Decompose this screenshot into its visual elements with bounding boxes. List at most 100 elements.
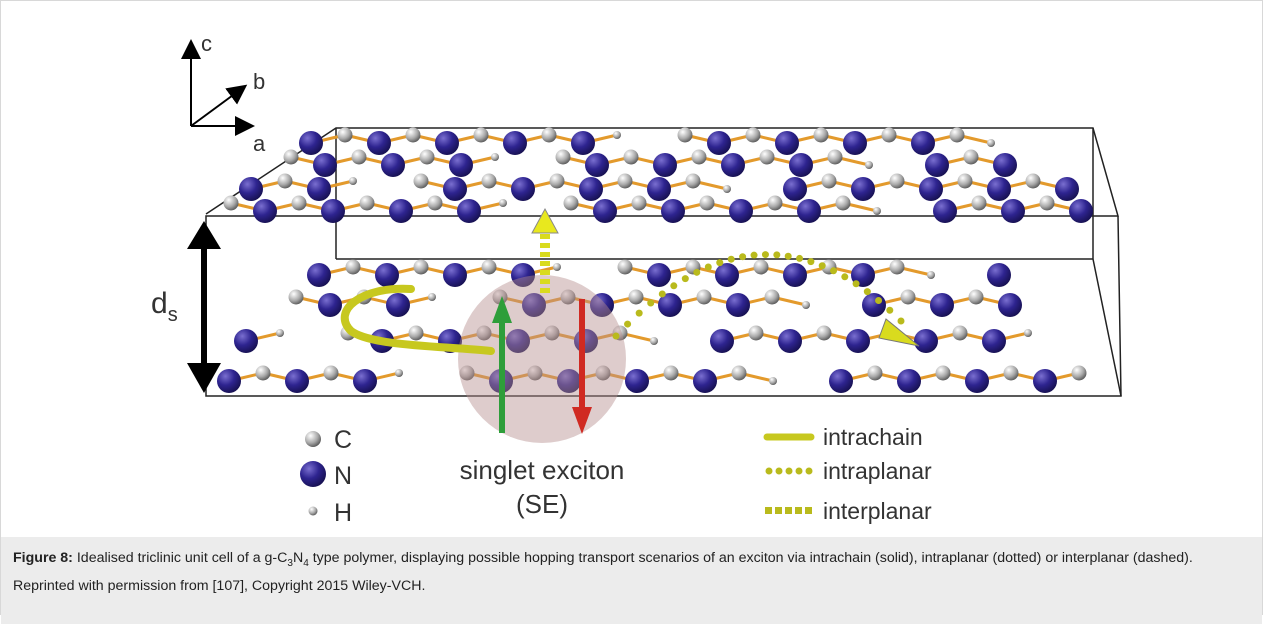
carbon-atom bbox=[255, 365, 271, 381]
legend-carbon bbox=[305, 431, 321, 447]
intraplanar-dot bbox=[796, 254, 804, 262]
carbon-atom bbox=[628, 289, 644, 305]
carbon-atom bbox=[889, 259, 905, 275]
carbon-atom bbox=[405, 127, 421, 143]
nitrogen-atom bbox=[925, 153, 949, 177]
intraplanar-dot bbox=[818, 262, 826, 270]
nitrogen-atom bbox=[285, 369, 309, 393]
nitrogen-atom bbox=[778, 329, 802, 353]
nitrogen-atom bbox=[710, 329, 734, 353]
nitrogen-atom bbox=[933, 199, 957, 223]
carbon-atom bbox=[413, 259, 429, 275]
legend-hydrogen bbox=[308, 506, 318, 516]
nitrogen-atom bbox=[987, 177, 1011, 201]
nitrogen-atom bbox=[851, 177, 875, 201]
nitrogen-atom bbox=[386, 293, 410, 317]
carbon-atom bbox=[753, 259, 769, 275]
carbon-atom bbox=[617, 173, 633, 189]
nitrogen-atom bbox=[1033, 369, 1057, 393]
nitrogen-atom bbox=[217, 369, 241, 393]
hydrogen-atom bbox=[873, 207, 881, 215]
legend-nitrogen bbox=[300, 461, 326, 487]
legend-label: H bbox=[334, 499, 352, 527]
nitrogen-atom bbox=[1001, 199, 1025, 223]
nitrogen-atom bbox=[625, 369, 649, 393]
nitrogen-atom bbox=[993, 153, 1017, 177]
carbon-atom bbox=[748, 325, 764, 341]
nitrogen-atom bbox=[721, 153, 745, 177]
nitrogen-atom bbox=[375, 263, 399, 287]
carbon-atom bbox=[1071, 365, 1087, 381]
intraplanar-dot bbox=[635, 309, 643, 317]
carbon-atom bbox=[759, 149, 775, 165]
carbon-atom bbox=[595, 365, 611, 381]
legend-label: interplanar bbox=[823, 498, 932, 524]
intraplanar-head bbox=[878, 318, 920, 347]
intraplanar-dot bbox=[647, 299, 655, 307]
nitrogen-atom bbox=[1055, 177, 1079, 201]
interplanar-dash bbox=[540, 261, 550, 266]
nitrogen-atom bbox=[653, 153, 677, 177]
intraplanar-dot bbox=[727, 255, 735, 263]
carbon-atom bbox=[968, 289, 984, 305]
nitrogen-atom bbox=[914, 329, 938, 353]
hydrogen-atom bbox=[865, 161, 873, 169]
carbon-atom bbox=[544, 325, 560, 341]
carbon-atom bbox=[473, 127, 489, 143]
exciton-label: (SE) bbox=[516, 489, 568, 519]
caption-text: type polymer, displaying possible hoppin… bbox=[13, 550, 1193, 594]
carbon-atom bbox=[459, 365, 475, 381]
interplanar-dash bbox=[540, 270, 550, 275]
nitrogen-atom bbox=[307, 263, 331, 287]
hydrogen-atom bbox=[395, 369, 403, 377]
nitrogen-atom bbox=[829, 369, 853, 393]
carbon-atom bbox=[1039, 195, 1055, 211]
carbon-atom bbox=[527, 365, 543, 381]
nitrogen-atom bbox=[658, 293, 682, 317]
interplanar-dash bbox=[540, 234, 550, 239]
axis-label: b bbox=[253, 69, 265, 94]
nitrogen-atom bbox=[843, 131, 867, 155]
exciton-cloud bbox=[458, 275, 626, 443]
nitrogen-atom bbox=[846, 329, 870, 353]
legend-dashed bbox=[765, 507, 812, 514]
carbon-atom bbox=[835, 195, 851, 211]
spin-down-head bbox=[572, 407, 592, 434]
hydrogen-atom bbox=[613, 131, 621, 139]
nitrogen-atom bbox=[783, 263, 807, 287]
hydrogen-atom bbox=[553, 263, 561, 271]
nitrogen-atom bbox=[965, 369, 989, 393]
intraplanar-dot bbox=[670, 282, 678, 290]
carbon-atom bbox=[900, 289, 916, 305]
carbon-atom bbox=[476, 325, 492, 341]
carbon-atom bbox=[408, 325, 424, 341]
caption-label: Figure 8: bbox=[13, 550, 73, 566]
carbon-atom bbox=[351, 149, 367, 165]
nitrogen-atom bbox=[862, 293, 886, 317]
interplanar-dash bbox=[540, 252, 550, 257]
nitrogen-atom bbox=[506, 329, 530, 353]
nitrogen-atom bbox=[443, 263, 467, 287]
spacing-subscript: s bbox=[168, 304, 178, 326]
carbon-atom bbox=[623, 149, 639, 165]
intraplanar-dot bbox=[863, 288, 871, 296]
nitrogen-atom bbox=[239, 177, 263, 201]
carbon-atom bbox=[283, 149, 299, 165]
carbon-atom bbox=[427, 195, 443, 211]
nitrogen-atom bbox=[987, 263, 1011, 287]
nitrogen-atom bbox=[503, 131, 527, 155]
nitrogen-atom bbox=[982, 329, 1006, 353]
carbon-atom bbox=[745, 127, 761, 143]
nitrogen-atom bbox=[693, 369, 717, 393]
intraplanar-dot bbox=[704, 263, 712, 271]
intrachain-path bbox=[340, 284, 495, 355]
caption: Figure 8: Idealised triclinic unit cell … bbox=[1, 537, 1262, 624]
nitrogen-atom bbox=[457, 199, 481, 223]
carbon-atom bbox=[827, 149, 843, 165]
intraplanar-dot bbox=[716, 259, 724, 267]
carbon-atom bbox=[481, 173, 497, 189]
carbon-atom bbox=[291, 195, 307, 211]
hydrogen-atom bbox=[723, 185, 731, 193]
carbon-atom bbox=[1003, 365, 1019, 381]
